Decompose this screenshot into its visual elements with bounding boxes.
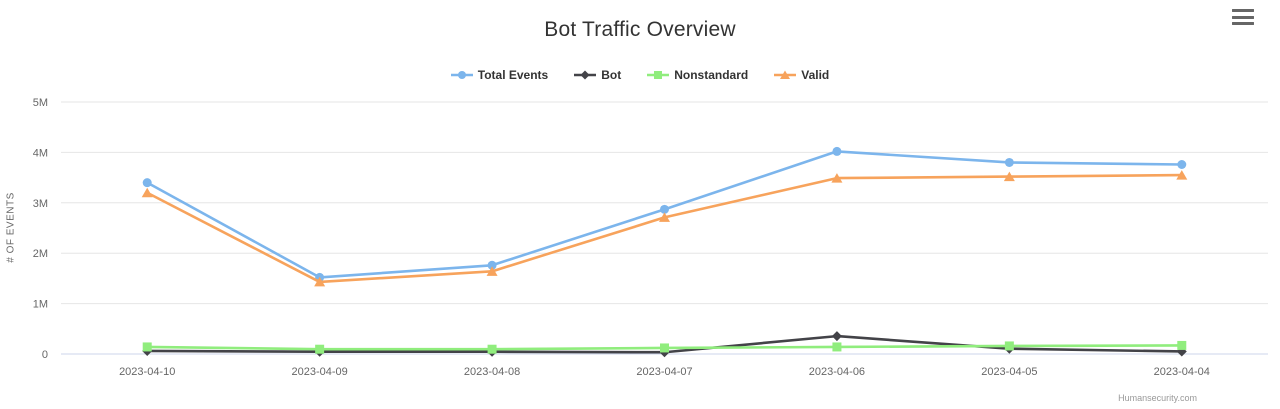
legend-item-nonstandard[interactable]: Nonstandard (647, 68, 748, 82)
data-point-circle[interactable] (457, 71, 466, 79)
hamburger-icon (1232, 9, 1254, 12)
series-line-valid (145, 173, 1184, 284)
legend: Total Events Bot Nonstandard Valid (0, 68, 1280, 82)
data-point-square[interactable] (315, 344, 325, 354)
x-tick-label: 2023-04-07 (636, 366, 692, 378)
data-point-square[interactable] (832, 342, 842, 352)
square-legend-marker-icon (647, 71, 670, 79)
data-point-circle[interactable] (660, 204, 669, 214)
data-point-triangle[interactable] (1176, 170, 1188, 180)
legend-item-total-events[interactable]: Total Events (450, 68, 549, 82)
data-point-square[interactable] (487, 344, 497, 354)
y-tick-label: 2M (33, 248, 48, 260)
legend-label: Bot (601, 68, 622, 82)
circle-legend-marker-icon (450, 71, 473, 79)
data-point-triangle[interactable] (141, 187, 153, 198)
hamburger-icon (1232, 15, 1254, 19)
data-point-triangle[interactable] (486, 266, 498, 276)
triangle-legend-marker-icon (774, 70, 797, 80)
data-point-circle[interactable] (1004, 157, 1014, 167)
credits-watermark[interactable]: Humansecurity.com (1118, 393, 1197, 403)
data-point-triangle[interactable] (831, 173, 843, 183)
x-tick-label: 2023-04-05 (981, 366, 1037, 378)
data-point-circle[interactable] (832, 146, 842, 156)
y-tick-label: 4M (33, 147, 48, 159)
data-point-square[interactable] (654, 71, 663, 79)
x-tick-label: 2023-04-04 (1154, 366, 1210, 378)
data-point-square[interactable] (1004, 341, 1014, 351)
data-point-triangle[interactable] (659, 212, 670, 222)
data-point-circle[interactable] (487, 260, 497, 270)
data-point-square[interactable] (1177, 340, 1187, 350)
x-tick-label: 2023-04-08 (464, 366, 520, 378)
y-tick-label: 3M (33, 198, 48, 210)
data-point-triangle[interactable] (314, 276, 326, 287)
data-point-circle[interactable] (142, 178, 152, 188)
x-tick-label: 2023-04-06 (809, 366, 865, 378)
data-point-square[interactable] (660, 343, 669, 353)
data-point-diamond[interactable] (831, 331, 842, 342)
data-point-circle[interactable] (1177, 159, 1187, 169)
y-tick-label: 1M (33, 299, 48, 311)
data-point-square[interactable] (142, 342, 152, 352)
data-point-triangle[interactable] (780, 70, 791, 80)
hamburger-icon (1232, 22, 1254, 25)
y-tick-label: 0 (42, 349, 48, 361)
legend-label: Valid (801, 68, 830, 82)
legend-item-bot[interactable]: Bot (574, 68, 621, 82)
diamond-legend-marker-icon (574, 70, 597, 80)
x-tick-label: 2023-04-09 (292, 366, 348, 378)
data-point-triangle[interactable] (1003, 171, 1015, 182)
y-tick-label: 5M (33, 97, 48, 109)
x-tick-label: 2023-04-10 (119, 366, 175, 378)
legend-item-valid[interactable]: Valid (774, 68, 829, 82)
legend-label: Total Events (477, 68, 549, 82)
legend-label: Nonstandard (674, 68, 749, 82)
data-point-diamond[interactable] (580, 70, 590, 80)
chart-title: Bot Traffic Overview (544, 18, 736, 41)
chart-context-menu-button[interactable] (1232, 8, 1254, 26)
